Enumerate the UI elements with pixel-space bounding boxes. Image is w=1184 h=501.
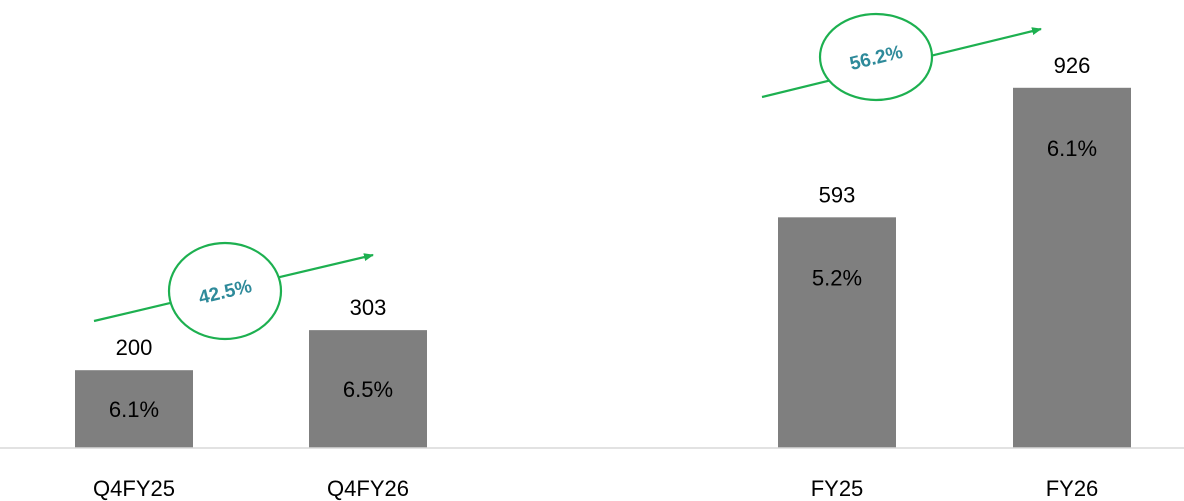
value-label-fy25: 593 <box>819 182 856 207</box>
value-label-q4fy25: 200 <box>116 335 153 360</box>
bar-q4fy26 <box>309 330 427 448</box>
bar-fy25 <box>778 217 896 448</box>
bar-inner-label-fy25: 5.2% <box>812 265 862 290</box>
value-label-q4fy26: 303 <box>350 295 387 320</box>
category-label-fy25: FY25 <box>811 476 864 501</box>
category-label-fy26: FY26 <box>1046 476 1099 501</box>
category-label-q4fy26: Q4FY26 <box>327 476 409 501</box>
bar-inner-label-q4fy26: 6.5% <box>343 377 393 402</box>
labels-group: 200 6.1% Q4FY25 303 6.5% Q4FY26 593 5.2% FY25 926… <box>93 53 1098 501</box>
value-label-fy26: 926 <box>1054 53 1091 78</box>
growth-annotations-group: 42.5%56.2% <box>93 12 1042 341</box>
growth-bubble-fy <box>818 12 934 102</box>
growth-bubble-q4 <box>167 241 283 341</box>
bar-fy26 <box>1013 87 1131 448</box>
bar-inner-label-q4fy25: 6.1% <box>109 397 159 422</box>
bar-q4fy25 <box>75 370 193 448</box>
category-label-q4fy25: Q4FY25 <box>93 476 175 501</box>
bar-inner-label-fy26: 6.1% <box>1047 136 1097 161</box>
bars-group <box>75 87 1131 448</box>
